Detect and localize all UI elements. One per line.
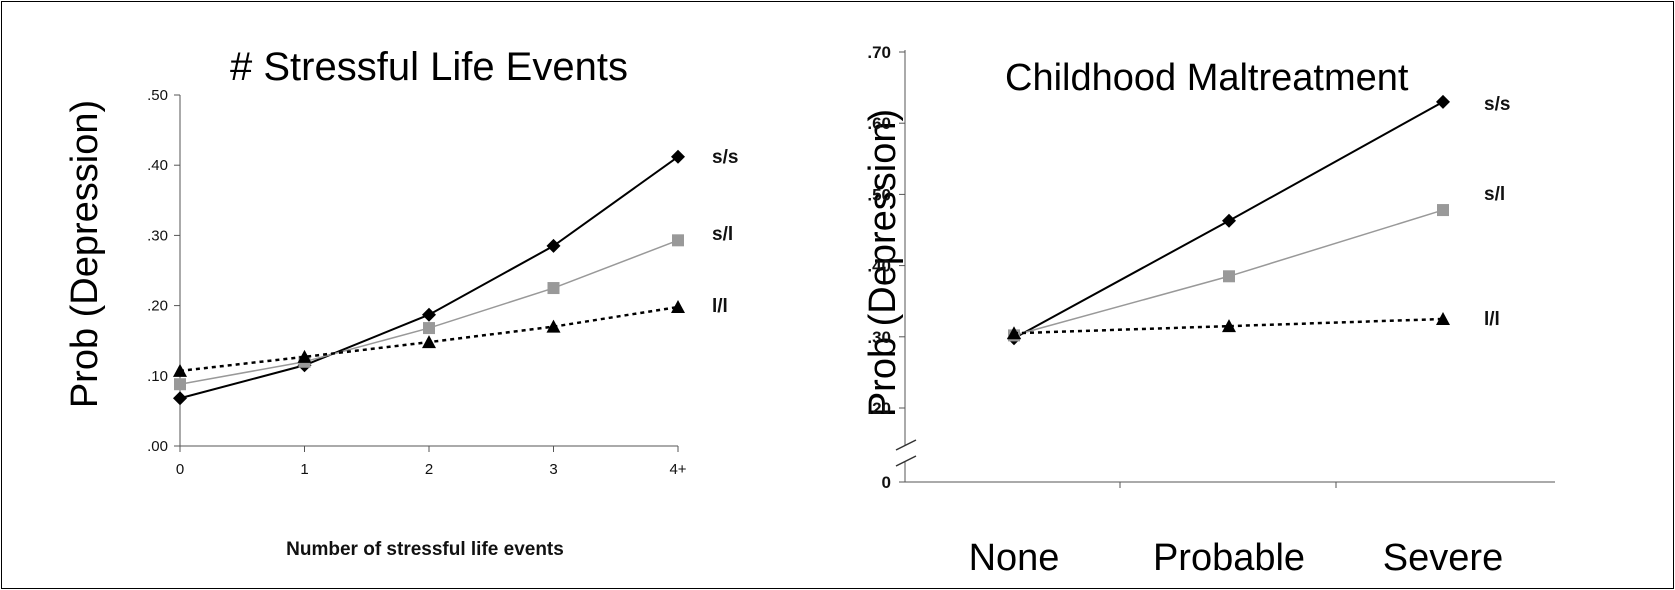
right-x-tick-label: Probable xyxy=(1153,537,1305,579)
right-series-label-sl: s/l xyxy=(1484,184,1505,205)
left-y-tick-label: .40 xyxy=(147,157,168,174)
left-point-ss xyxy=(173,391,187,406)
left-y-tick-label: .20 xyxy=(147,298,168,315)
left-x-tick-label: 0 xyxy=(176,461,184,478)
right-chart-plot: 0 .20 .30 .40 .50 .60 .70 None Probable Severe s/s… xyxy=(867,43,1555,579)
right-y-tick-label: .20 xyxy=(867,399,891,418)
right-point-ll xyxy=(1007,326,1021,340)
right-series-label-ss: s/s xyxy=(1484,94,1510,115)
left-series-label-ss: s/s xyxy=(712,147,738,168)
right-point-sl xyxy=(1223,270,1235,283)
right-series-label-ll: l/l xyxy=(1484,309,1500,330)
right-point-ss xyxy=(1222,213,1236,228)
right-chart-ylabel: Prob (Depression) xyxy=(862,109,904,417)
right-y-tick-label: .30 xyxy=(867,328,891,347)
right-point-ll xyxy=(1222,319,1236,333)
left-x-tick-label: 2 xyxy=(425,461,433,478)
right-point-sl xyxy=(1437,204,1449,217)
left-series-label-ll: l/l xyxy=(712,296,728,317)
left-chart-ylabel: Prob (Depression) xyxy=(64,100,106,408)
left-point-sl xyxy=(174,378,186,391)
left-x-tick-label: 1 xyxy=(300,461,308,478)
right-x-tick-label: Severe xyxy=(1383,537,1503,579)
right-y-tick-label: .60 xyxy=(867,114,891,133)
left-y-tick-label: .00 xyxy=(147,438,168,455)
left-point-ll xyxy=(422,335,436,349)
left-y-tick-label: .50 xyxy=(147,87,168,104)
left-x-tick-label: 3 xyxy=(549,461,557,478)
right-y-tick-label: 0 xyxy=(882,473,891,492)
right-axis-break-mark xyxy=(895,455,917,467)
right-point-ll xyxy=(1436,312,1450,325)
left-point-ll xyxy=(671,300,685,314)
left-point-ss xyxy=(422,307,436,322)
right-chart-title: Childhood Maltreatment xyxy=(1005,57,1409,99)
left-chart-title: # Stressful Life Events xyxy=(230,45,628,89)
left-chart-xlabel: Number of stressful life events xyxy=(286,539,564,560)
right-y-tick-label: .50 xyxy=(867,185,891,204)
left-point-sl xyxy=(547,282,560,295)
left-point-ll xyxy=(297,349,312,363)
right-y-tick-label: .70 xyxy=(867,43,891,62)
left-y-tick-label: .10 xyxy=(147,368,168,385)
left-point-ss xyxy=(546,238,561,253)
left-point-sl xyxy=(423,322,435,335)
left-y-tick-label: .30 xyxy=(147,227,168,244)
right-point-ss xyxy=(1436,94,1450,109)
right-axis-break-mark xyxy=(895,439,917,451)
left-point-ss xyxy=(671,149,685,164)
left-point-sl xyxy=(672,234,684,247)
left-chart-plot: .00 .10 .20 .30 .40 .50 0 1 2 3 4+ s/s s/l l/l xyxy=(147,87,738,478)
left-point-ll xyxy=(546,319,561,333)
left-series-label-sl: s/l xyxy=(712,224,733,245)
left-x-tick-label: 4+ xyxy=(669,461,686,478)
right-x-tick-label: None xyxy=(969,537,1060,579)
left-point-ll xyxy=(173,363,187,377)
right-y-tick-label: .40 xyxy=(867,257,891,276)
